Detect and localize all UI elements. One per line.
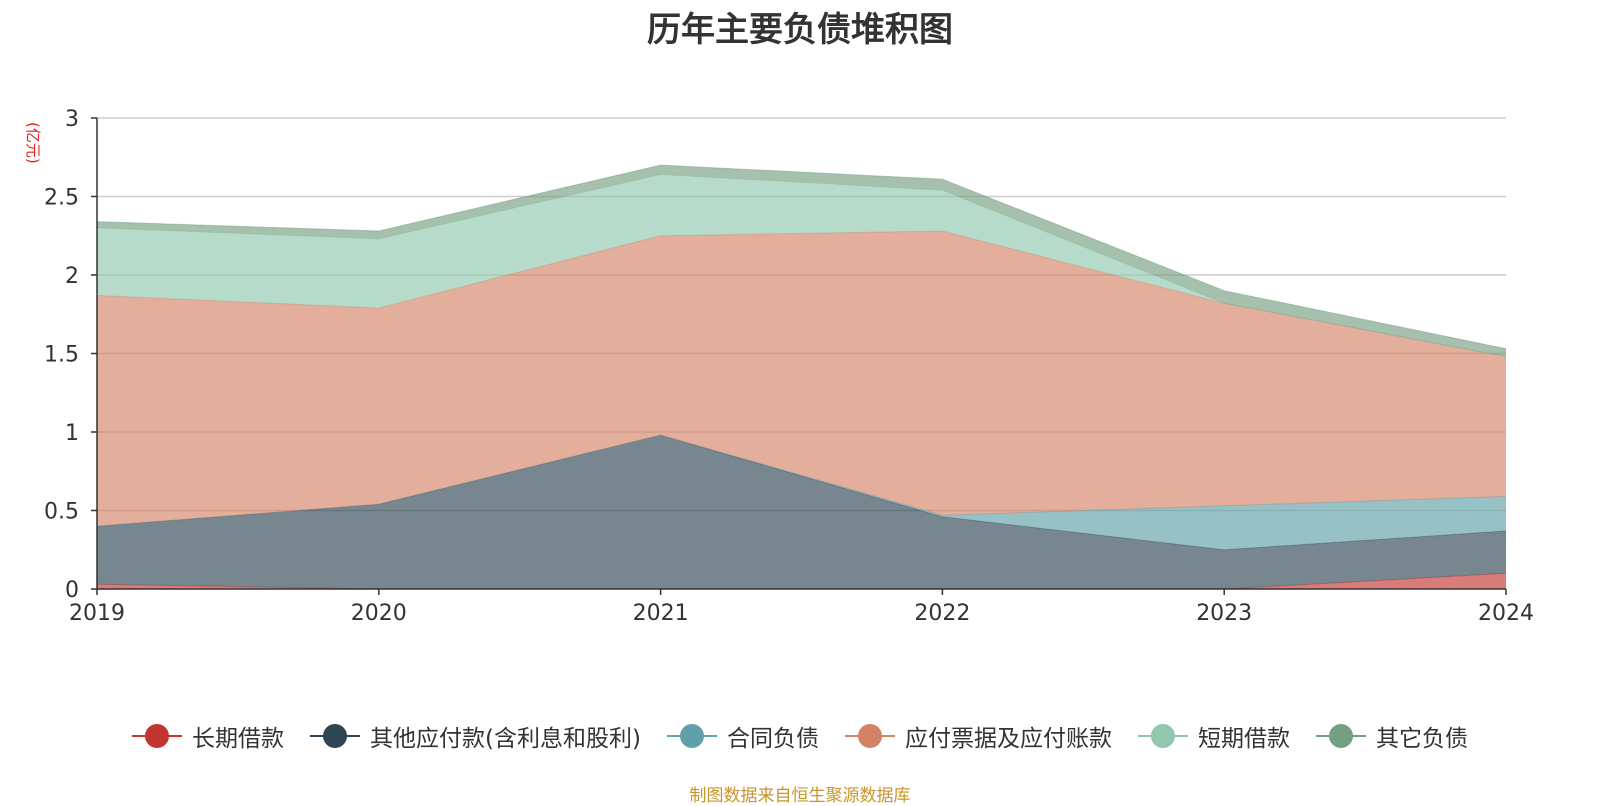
series-area-2 [97,435,1506,589]
y-tick-label: 0 [65,578,79,603]
legend-marker-icon [844,724,895,748]
legend-label: 长期借款 [192,726,285,752]
legend-item[interactable]: 长期借款 [132,719,284,753]
legend: 长期借款 其他应付款(含利息和股利) 合同负债 应付票据及应付账款 短期借款 其它负债 [0,718,1600,754]
stacked-area-chart: 0 0.5 1 1.5 2 2.5 3 2019 2020 2021 2022 2023 2024 [44,107,1534,626]
legend-label: 应付票据及应付账款 [904,726,1112,752]
legend-marker-icon [666,724,717,748]
legend-item[interactable]: 合同负债 [666,719,819,753]
legend-marker-icon [310,724,361,748]
legend-label: 其他应付款(含利息和股利) [370,726,641,752]
y-tick-label: 0.5 [44,500,79,525]
x-tick-label: 2022 [914,601,970,626]
legend-marker-icon [132,724,183,748]
source-note: 制图数据来自恒生聚源数据库 [689,786,911,806]
x-tick-label: 2024 [1478,601,1534,626]
legend-item[interactable]: 其他应付款(含利息和股利) [310,719,641,753]
y-tick-label: 2 [65,264,79,289]
series-area-4 [97,231,1506,527]
legend-label: 其它负债 [1375,726,1468,752]
y-tick-label: 2.5 [44,186,79,211]
x-tick-label: 2020 [351,601,407,626]
x-tick-label: 2021 [633,601,689,626]
series-area-5 [97,174,1506,357]
chart-title: 历年主要负债堆积图 [647,10,953,50]
series-line-6 [96,164,1507,350]
legend-item[interactable]: 其它负债 [1315,719,1468,753]
area-series [96,164,1507,590]
legend-marker-icon [1137,724,1188,748]
legend-label: 短期借款 [1197,726,1290,752]
x-tick-label: 2023 [1196,601,1252,626]
series-area-3 [97,435,1506,550]
y-tick-label: 1 [65,421,79,446]
series-area-1 [97,573,1506,589]
y-tick-label: 1.5 [44,343,79,368]
legend-item[interactable]: 应付票据及应付账款 [844,719,1112,753]
legend-label: 合同负债 [726,726,819,752]
legend-marker-icon [1315,724,1366,748]
y-tick-label: 3 [65,107,79,132]
axes: 0 0.5 1 1.5 2 2.5 3 2019 2020 2021 2022 2023 2024 [44,107,1534,626]
x-tick-label: 2019 [69,601,125,626]
legend-item[interactable]: 短期借款 [1137,719,1290,753]
